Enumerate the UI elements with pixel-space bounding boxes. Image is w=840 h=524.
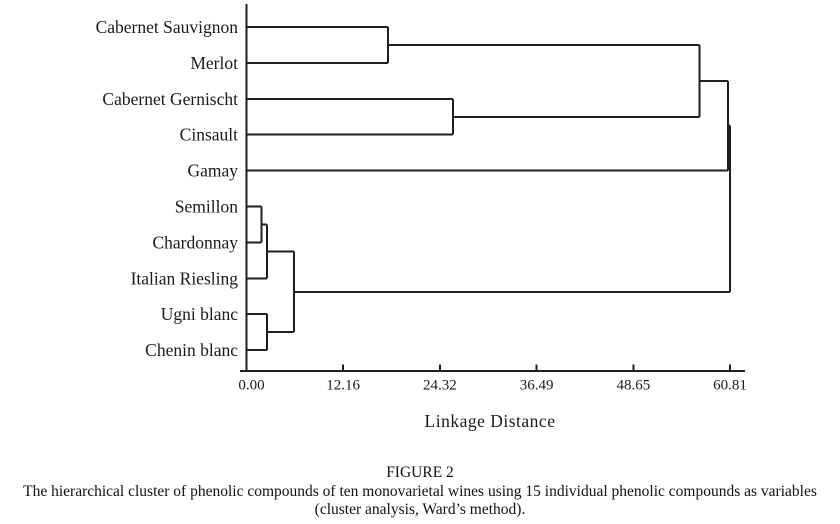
leaf-label: Merlot: [190, 53, 238, 73]
x-axis-tick-label: 60.81: [713, 378, 747, 394]
x-axis-title: Linkage Distance: [424, 411, 556, 431]
x-axis-tick-label: 12.16: [326, 378, 360, 394]
leaf-label: Cinsault: [180, 125, 238, 145]
leaf-label: Cabernet Sauvignon: [96, 17, 239, 37]
leaf-label: Semillon: [175, 197, 238, 217]
dendrogram-canvas: 0.00 12.16 24.32 36.49 48.65 60.81 Cabernet Sa…: [96, 4, 747, 394]
figure-caption: FIGURE 2 The hierarchical cluster of phe…: [0, 464, 840, 520]
leaf-label: Chenin blanc: [145, 340, 238, 360]
leaf-label: Ugni blanc: [161, 304, 239, 324]
leaf-label: Chardonnay: [152, 232, 238, 252]
caption-line-1: The hierarchical cluster of phenolic com…: [23, 482, 817, 500]
x-axis-tick-label: 36.49: [520, 378, 554, 394]
leaf-label: Gamay: [187, 161, 238, 181]
figure-label: FIGURE 2: [386, 464, 454, 481]
leaf-label: Italian Riesling: [131, 268, 239, 288]
x-axis-tick-label: 48.65: [616, 378, 650, 394]
leaf-label: Cabernet Gernischt: [102, 89, 238, 109]
caption-line-2: (cluster analysis, Ward’s method).: [314, 501, 526, 518]
x-axis-tick-label: 0.00: [238, 378, 264, 394]
x-axis-tick-label: 24.32: [423, 378, 457, 394]
